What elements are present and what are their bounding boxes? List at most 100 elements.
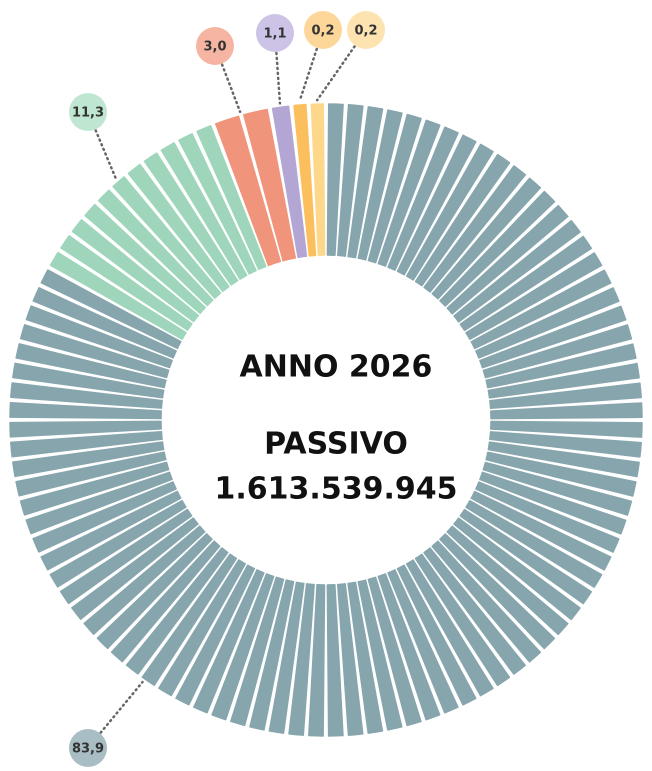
center-total: 1.613.539.945: [215, 472, 458, 507]
donut-bar: [439, 190, 556, 307]
donut-bar: [141, 553, 238, 686]
value-label: 0,2: [354, 24, 377, 39]
donut-bar: [196, 125, 267, 271]
donut-bar: [193, 569, 265, 714]
donut-bar: [71, 517, 199, 620]
donut-bar: [25, 471, 173, 535]
donut-bar: [387, 569, 459, 714]
donut-bar: [459, 508, 593, 605]
donut-bar: [59, 508, 193, 605]
donut-bar: [423, 165, 527, 293]
donut-bar: [15, 451, 167, 497]
donut-bar: [71, 219, 200, 323]
donut-bar: [489, 382, 642, 409]
label-bubble: [256, 14, 294, 52]
donut-bar: [143, 152, 239, 286]
donut-bar: [249, 579, 295, 731]
value-label: 1,1: [263, 27, 286, 42]
donut-bar: [9, 420, 162, 438]
donut-bar: [96, 533, 213, 650]
donut-bar: [414, 153, 511, 287]
donut-bar: [308, 584, 326, 737]
donut-bar: [40, 490, 182, 571]
donut-bar: [12, 441, 165, 478]
donut-bar: [465, 252, 603, 341]
donut-bar: [431, 177, 542, 300]
donut-bar: [19, 324, 170, 379]
label-bubble: [347, 11, 385, 49]
donut-bar: [475, 481, 620, 553]
center-title: ANNO 2026: [240, 350, 433, 385]
donut-bar: [10, 430, 163, 458]
donut-bar: [367, 576, 422, 727]
donut-bar: [230, 576, 285, 727]
value-label: 11,3: [72, 106, 104, 121]
donut-bar: [243, 108, 297, 262]
value-label: 83,9: [72, 742, 104, 757]
donut-bar: [377, 119, 441, 267]
donut-bar: [453, 219, 581, 323]
donut-bar: [490, 402, 643, 420]
value-label: 0,2: [311, 24, 334, 39]
donut-bar: [49, 499, 187, 588]
donut-bar: [271, 105, 308, 259]
label-bubble: [304, 11, 342, 49]
donut-bar: [396, 134, 477, 276]
donut-bar: [83, 525, 206, 635]
donut-bar: [439, 533, 556, 650]
donut-bar: [487, 362, 640, 399]
donut-bar: [405, 559, 494, 697]
donut-bar: [357, 109, 403, 261]
donut-bar: [357, 579, 403, 731]
donut-bar: [19, 461, 170, 516]
value-label: 3,0: [203, 40, 226, 55]
center-label: PASSIVO: [264, 427, 408, 462]
donut-bar: [49, 251, 187, 340]
donut-bar: [479, 305, 627, 369]
donut-bar: [15, 343, 167, 389]
donut-bar: [10, 382, 163, 409]
donut-bar: [268, 581, 305, 734]
label-bubble: [69, 729, 107, 767]
donut-bar: [367, 113, 422, 264]
donut-bar: [489, 431, 642, 458]
label-bubble: [69, 93, 107, 131]
donut-bar: [459, 235, 593, 332]
donut-bar: [377, 573, 441, 721]
donut-bar: [336, 583, 364, 736]
donut-bar: [490, 420, 643, 438]
donut-bar: [396, 564, 477, 706]
donut-bar: [112, 176, 222, 299]
donut-bar: [337, 104, 364, 257]
donut-bar: [84, 203, 207, 315]
label-bubble: [196, 27, 234, 65]
donut-bar: [465, 500, 603, 588]
donut-bar: [482, 324, 633, 379]
donut-bar: [446, 204, 569, 315]
donut-bar: [60, 235, 193, 331]
donut-bar: [326, 584, 344, 737]
donut-bar: [160, 142, 248, 280]
donut-bar: [293, 103, 317, 257]
donut-bar: [414, 553, 511, 687]
donut-bar: [9, 401, 162, 420]
donut-bar: [110, 540, 221, 663]
donut-bar: [470, 490, 612, 571]
donut-bar: [32, 481, 177, 553]
donut-bar: [310, 103, 326, 256]
donut-bar: [479, 471, 627, 535]
donut-bar: [288, 583, 315, 736]
donut-bar: [475, 287, 620, 359]
donut-bar: [175, 564, 256, 706]
donut-bar: [431, 540, 541, 663]
donut-bar: [97, 189, 214, 307]
donut-bar: [211, 573, 275, 721]
donut-bar: [326, 103, 344, 256]
donut-bar: [178, 133, 257, 275]
donut-bar: [470, 269, 612, 350]
donut-bar: [40, 269, 182, 350]
donut-bar: [158, 559, 246, 697]
donut-bar: [482, 461, 633, 516]
donut-bar: [127, 163, 230, 292]
